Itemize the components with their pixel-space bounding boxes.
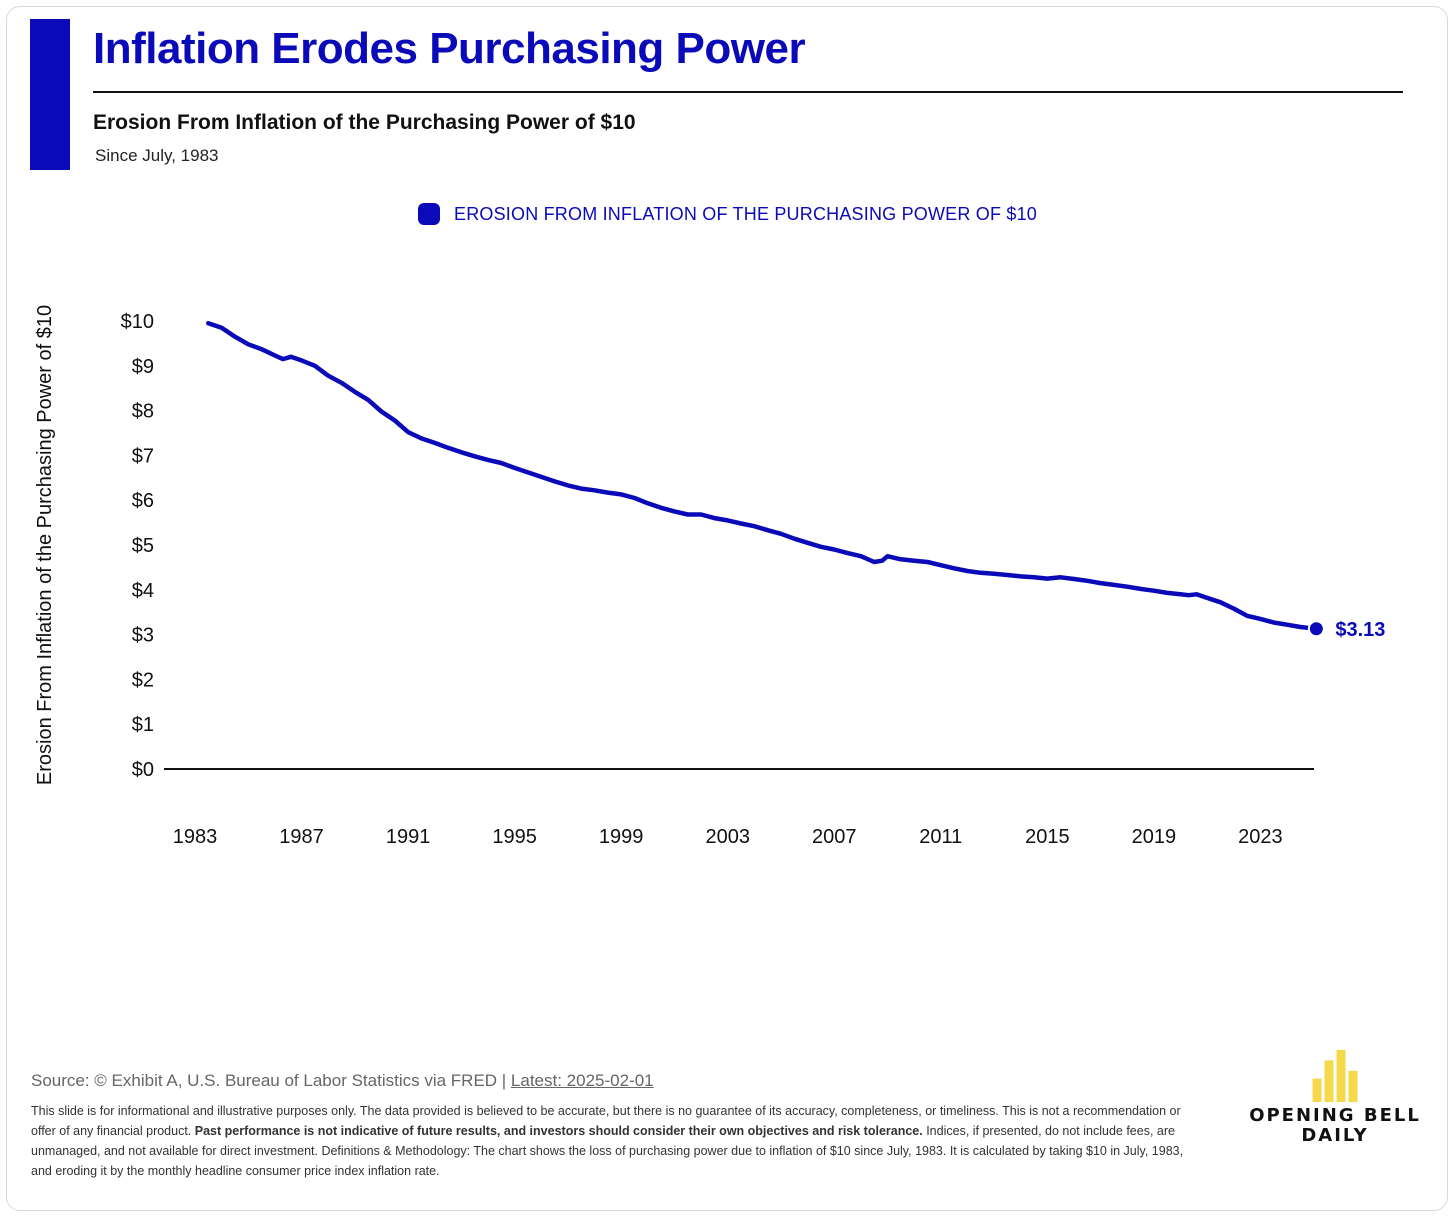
x-tick-label: 1991 <box>386 826 431 848</box>
disclaimer: This slide is for informational and illu… <box>31 1101 1191 1181</box>
y-tick-label: $8 <box>132 401 154 423</box>
date-range-note: Since July, 1983 <box>95 146 219 165</box>
y-tick-label: $9 <box>132 356 154 378</box>
logo-line-1: OPENING BELL <box>1249 1105 1421 1126</box>
end-point-marker <box>1307 620 1325 638</box>
legend-label: EROSION FROM INFLATION OF THE PURCHASING… <box>454 203 1037 224</box>
disclaimer-text-2: Indices, if presented, do not include fe… <box>31 1124 1184 1178</box>
x-tick-label: 2007 <box>812 826 857 848</box>
logo-line-2: DAILY <box>1301 1125 1369 1146</box>
source-note: Source: © Exhibit A, U.S. Bureau of Labo… <box>31 1071 654 1091</box>
x-tick-label: 1987 <box>279 826 324 848</box>
x-tick-label: 1995 <box>492 826 537 848</box>
disclaimer-bold-text: Past performance is not indicative of fu… <box>194 1124 923 1138</box>
y-tick-label: $3 <box>132 625 154 647</box>
y-tick-label: $10 <box>121 311 154 333</box>
y-tick-label: $1 <box>132 714 154 736</box>
y-tick-label: $7 <box>132 445 154 467</box>
y-tick-label: $6 <box>132 490 154 512</box>
x-tick-label: 2015 <box>1025 826 1070 848</box>
x-tick-label: 2019 <box>1132 826 1177 848</box>
series-line <box>206 320 1319 632</box>
logo-bar <box>1312 1078 1322 1102</box>
line-chart: Erosion From Inflation of the Purchasing… <box>34 305 1385 848</box>
x-tick-label: 1983 <box>173 826 218 848</box>
chart-legend: EROSION FROM INFLATION OF THE PURCHASING… <box>418 203 1037 225</box>
disclaimer-text-1: This slide is for informational and illu… <box>31 1104 1181 1138</box>
slide-frame <box>6 6 1448 1211</box>
chart-subtitle: Erosion From Inflation of the Purchasing… <box>93 111 636 134</box>
brand-logo: OPENING BELL DAILY <box>1240 1048 1430 1148</box>
source-text: Source: © Exhibit A, U.S. Bureau of Labo… <box>31 1071 511 1090</box>
logo-bars-icon <box>1312 1050 1358 1102</box>
y-tick-label: $4 <box>132 580 154 602</box>
y-axis-title: Erosion From Inflation of the Purchasing… <box>34 305 56 785</box>
logo-bar <box>1336 1050 1346 1102</box>
x-tick-label: 1999 <box>599 826 644 848</box>
title-divider <box>93 91 1403 93</box>
accent-bar <box>30 19 70 170</box>
y-tick-label: $5 <box>132 535 154 557</box>
end-value-label: $3.13 <box>1335 619 1385 641</box>
x-tick-label: 2011 <box>919 826 962 848</box>
x-tick-label: 2023 <box>1238 826 1283 848</box>
logo-bar <box>1324 1060 1334 1102</box>
latest-date-link[interactable]: Latest: 2025-02-01 <box>510 1071 654 1090</box>
legend-swatch <box>418 203 440 225</box>
x-tick-label: 2003 <box>705 826 750 848</box>
logo-bar <box>1348 1070 1358 1102</box>
logo-wordmark: OPENING BELL DAILY <box>1240 1106 1430 1146</box>
y-tick-label: $0 <box>132 759 154 781</box>
page-title: Inflation Erodes Purchasing Power <box>93 24 806 73</box>
y-tick-label: $2 <box>132 669 154 691</box>
